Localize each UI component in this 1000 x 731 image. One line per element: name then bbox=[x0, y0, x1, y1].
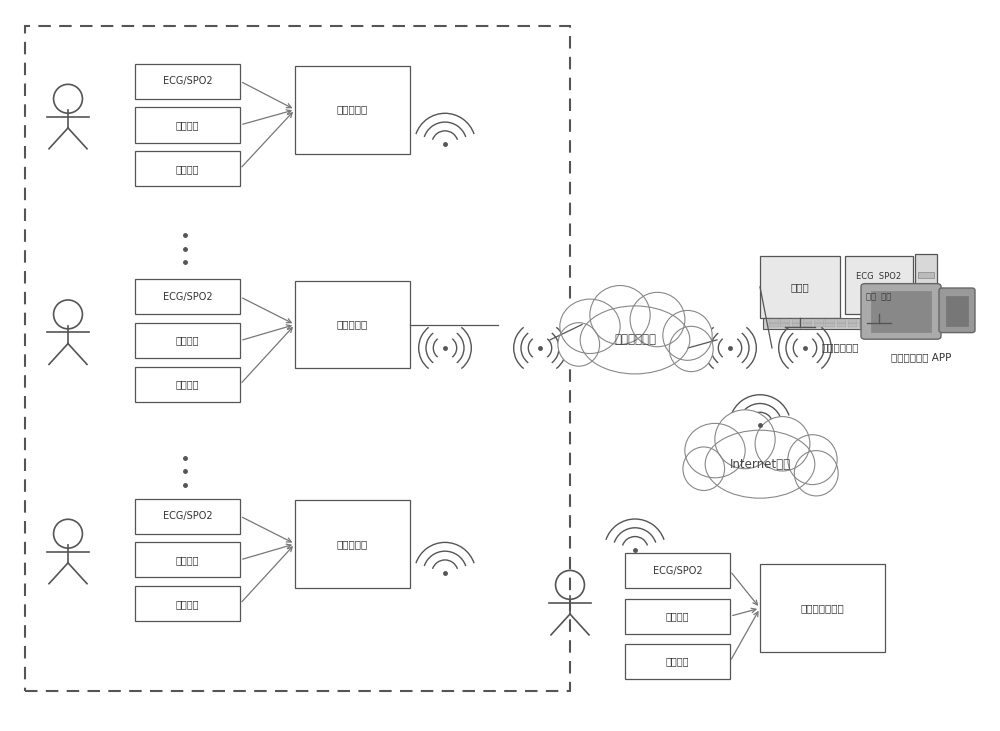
Bar bbox=[859, 323, 869, 327]
Bar bbox=[915, 254, 937, 323]
Bar bbox=[135, 151, 240, 186]
Text: ECG/SPO2: ECG/SPO2 bbox=[163, 76, 212, 86]
Text: 通信定位: 通信定位 bbox=[176, 164, 199, 174]
Ellipse shape bbox=[560, 299, 620, 354]
Bar bbox=[135, 586, 240, 621]
Text: 跌倒检测: 跌倒检测 bbox=[176, 555, 199, 565]
Bar bbox=[814, 323, 824, 327]
FancyBboxPatch shape bbox=[861, 284, 941, 339]
Bar bbox=[25, 26, 570, 691]
Bar bbox=[803, 323, 812, 327]
Ellipse shape bbox=[683, 447, 725, 491]
Bar bbox=[792, 323, 801, 327]
Text: 跌倒检测: 跌倒检测 bbox=[176, 336, 199, 346]
Ellipse shape bbox=[685, 423, 745, 478]
Bar bbox=[870, 323, 880, 327]
Text: 通信定位: 通信定位 bbox=[176, 379, 199, 390]
Bar bbox=[135, 279, 240, 314]
Bar bbox=[135, 499, 240, 534]
Text: 呼吸  其它: 呼吸 其它 bbox=[866, 292, 892, 301]
Bar bbox=[825, 319, 835, 323]
Ellipse shape bbox=[788, 435, 837, 485]
Text: 院内无线网络: 院内无线网络 bbox=[614, 333, 656, 346]
Text: ECG  SPO2: ECG SPO2 bbox=[856, 272, 902, 281]
Bar bbox=[848, 319, 857, 323]
Text: 通信定位: 通信定位 bbox=[666, 656, 689, 667]
Bar bbox=[135, 107, 240, 143]
Text: 医院监护中心: 医院监护中心 bbox=[821, 342, 859, 352]
Bar bbox=[803, 319, 812, 323]
Text: 医生监护终端 APP: 医生监护终端 APP bbox=[891, 352, 951, 363]
FancyBboxPatch shape bbox=[939, 288, 975, 333]
Ellipse shape bbox=[794, 450, 838, 496]
Bar bbox=[848, 323, 857, 327]
Ellipse shape bbox=[580, 306, 690, 374]
Text: 移动监护仪: 移动监护仪 bbox=[337, 539, 368, 549]
Bar bbox=[135, 323, 240, 358]
Bar bbox=[769, 319, 779, 323]
Bar bbox=[893, 323, 902, 327]
Bar bbox=[625, 553, 730, 588]
Bar bbox=[295, 66, 410, 154]
Text: ECG/SPO2: ECG/SPO2 bbox=[163, 511, 212, 521]
Bar bbox=[918, 273, 934, 278]
Bar bbox=[882, 319, 891, 323]
Bar bbox=[760, 564, 885, 652]
Bar bbox=[870, 319, 880, 323]
Bar bbox=[792, 319, 801, 323]
Bar bbox=[295, 281, 410, 368]
Text: Internet网络: Internet网络 bbox=[729, 458, 791, 471]
Bar bbox=[763, 318, 908, 329]
Text: 移动监护仪: 移动监护仪 bbox=[337, 319, 368, 330]
Text: 跌倒检测: 跌倒检测 bbox=[666, 611, 689, 621]
Text: ECG/SPO2: ECG/SPO2 bbox=[653, 566, 702, 576]
Bar bbox=[769, 323, 779, 327]
Ellipse shape bbox=[705, 430, 815, 499]
Text: 院外移动监护仪: 院外移动监护仪 bbox=[801, 603, 844, 613]
Text: ECG/SPO2: ECG/SPO2 bbox=[163, 292, 212, 302]
Bar bbox=[760, 256, 840, 318]
Ellipse shape bbox=[590, 286, 650, 344]
Bar bbox=[893, 319, 902, 323]
Text: 定位图: 定位图 bbox=[791, 282, 809, 292]
Bar bbox=[845, 256, 913, 314]
Bar bbox=[780, 319, 790, 323]
Text: 跌倒检测: 跌倒检测 bbox=[176, 120, 199, 130]
Bar bbox=[882, 323, 891, 327]
Ellipse shape bbox=[669, 326, 713, 371]
Bar bbox=[135, 64, 240, 99]
Bar bbox=[836, 319, 846, 323]
Bar bbox=[946, 296, 968, 326]
Text: 移动监护仪: 移动监护仪 bbox=[337, 105, 368, 115]
Ellipse shape bbox=[663, 311, 712, 360]
Bar bbox=[135, 542, 240, 577]
Bar bbox=[625, 644, 730, 679]
Bar bbox=[135, 367, 240, 402]
Bar bbox=[814, 319, 824, 323]
Ellipse shape bbox=[558, 322, 600, 366]
Bar bbox=[918, 283, 934, 288]
Ellipse shape bbox=[630, 292, 685, 346]
Bar bbox=[825, 323, 835, 327]
Text: 通信定位: 通信定位 bbox=[176, 599, 199, 609]
Bar bbox=[625, 599, 730, 634]
Bar bbox=[295, 500, 410, 588]
Bar bbox=[780, 323, 790, 327]
Bar bbox=[859, 319, 869, 323]
Ellipse shape bbox=[715, 410, 775, 469]
Ellipse shape bbox=[755, 417, 810, 471]
Bar bbox=[836, 323, 846, 327]
Bar bbox=[871, 291, 931, 332]
